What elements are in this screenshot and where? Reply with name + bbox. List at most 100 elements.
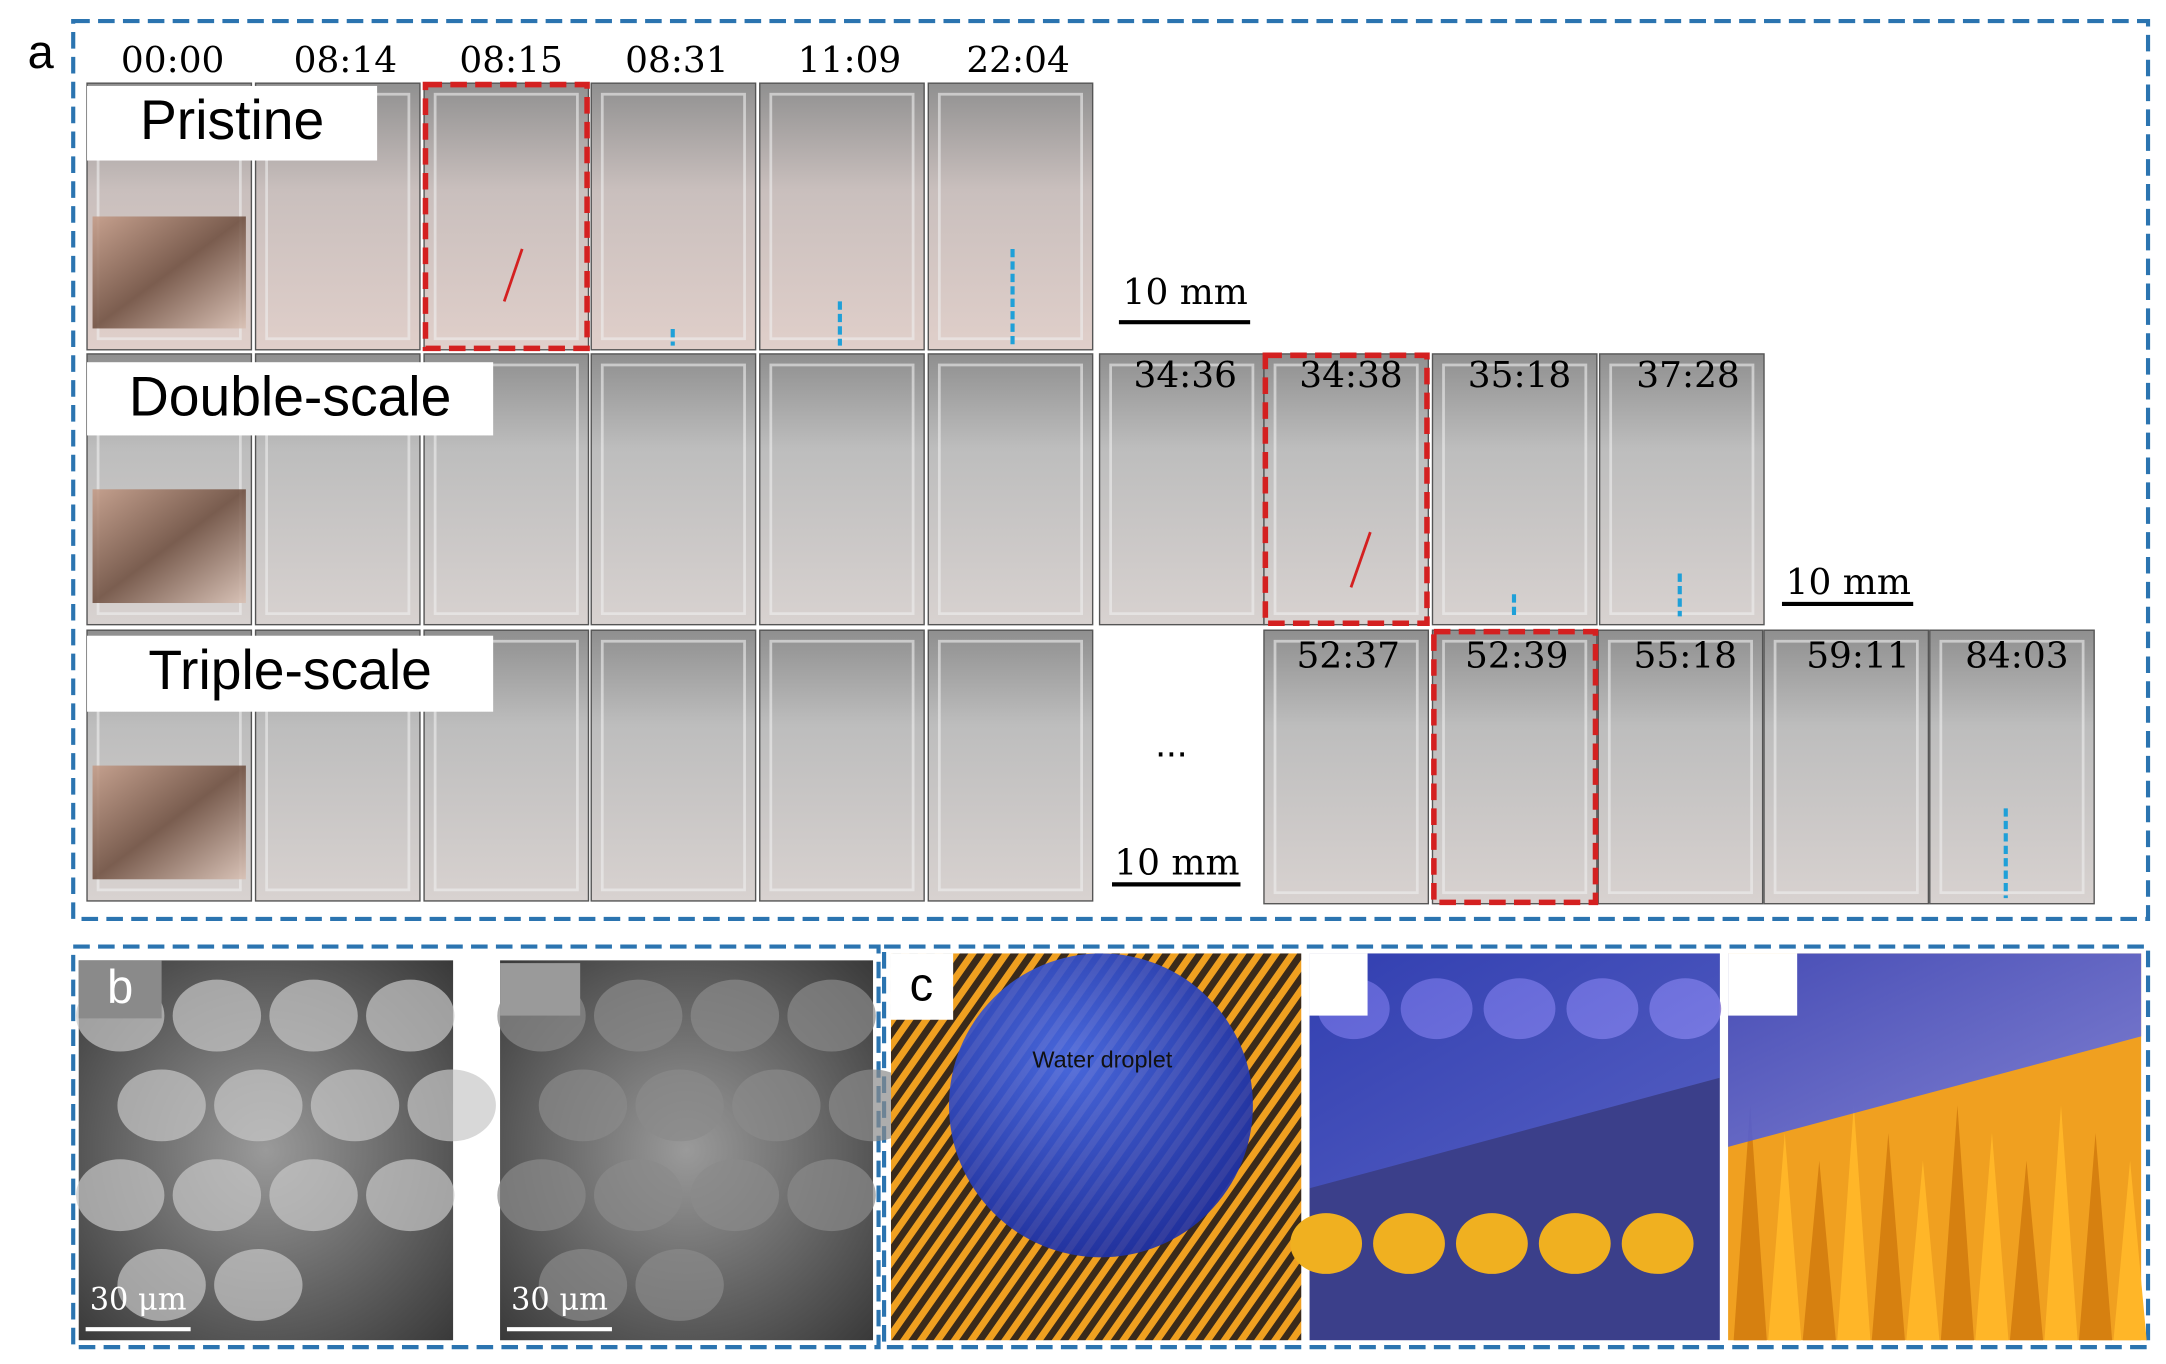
vial-glass [769,363,915,616]
time-label: 84:03 [1965,635,2068,676]
sem-feature [690,1159,780,1232]
sem-feature [690,979,780,1052]
vial-sample [92,765,246,880]
vial-glass [1773,639,1919,895]
vial-frame [759,353,925,626]
cone [1837,1105,1871,1341]
panel-c-frame [882,944,2151,1350]
panel-label: c [910,957,933,1010]
time-label: 08:15 [459,40,562,81]
vial-glass [1273,363,1419,616]
vial-frame [590,629,757,902]
panel-label: a [28,25,55,78]
vial-glass [937,639,1083,892]
water-droplet [949,953,1253,1258]
row-label-box [87,635,494,712]
sem-feature [593,979,683,1052]
vial-frame [1597,629,1764,905]
highlight-frame [1262,352,1430,627]
droplet-surface [1309,953,1720,1189]
time-label: 22:04 [966,40,1069,81]
sem-feature [310,1069,400,1142]
time-label: 37:28 [1636,355,1739,396]
cone [2078,1133,2113,1341]
vial-glass [1109,363,1255,616]
vial-frame [590,353,757,626]
scale-bar-label: 10 mm [1786,562,1911,603]
vial-sample [92,489,246,604]
label-box [500,963,581,1016]
sem-feature [366,1159,455,1232]
cone [1733,1105,1767,1341]
time-label: 59:11 [1806,635,1909,676]
scale-bar-label: 30 μm [511,1283,608,1318]
sem-feature [214,1249,303,1321]
sem-feature [269,1159,358,1232]
sem-feature [269,979,358,1052]
panel-label-box [78,960,162,1019]
scale-bar-label: 10 mm [1114,843,1239,884]
time-label: 52:37 [1296,635,1399,676]
sem-feature [497,1159,586,1232]
vial-glass [937,363,1083,616]
highlight-frame [422,81,590,352]
particle [1538,1213,1611,1274]
sem-feature [593,1159,683,1232]
cone [1906,1160,1940,1341]
vial-glass [1273,639,1419,895]
sem-feature [787,979,876,1052]
vial-frame [759,629,925,902]
cone [1940,1105,1974,1341]
label-box [1309,953,1368,1016]
highlight-frame [1431,628,1599,906]
droplet-surface [1728,953,2142,1147]
row-label-box [87,85,378,161]
cone [1768,1133,1802,1341]
vial-glass [433,639,579,892]
time-label: 35:18 [1468,355,1571,396]
vial-frame [1431,629,1598,905]
sem-feature [172,979,262,1052]
panels: a [28,18,2151,1350]
vial-glass [433,92,579,341]
vial-glass [1939,639,2085,895]
particle [1373,1213,1445,1274]
annotation: Water droplet [1032,1046,1172,1072]
sem-feature [117,1069,206,1142]
sem-feature [172,1159,262,1232]
sem-feature [75,1159,165,1232]
scale-bar-label: 10 mm [1123,272,1248,313]
time-label: 08:31 [625,40,728,81]
cone [2009,1160,2044,1341]
vial-frame [590,82,757,351]
time-label: 11:09 [798,40,901,81]
sem-feature [732,1069,821,1142]
vial-frame [1929,629,2095,905]
vial-glass [600,639,746,892]
panel-label-box [890,953,954,1020]
sem-feature [214,1069,303,1142]
vial-frame [927,629,1094,902]
row-label-box [87,362,494,436]
scale-bar-label: 30 μm [90,1283,187,1318]
ellipsis: ... [1155,722,1187,765]
sem-feature [787,1159,876,1232]
time-label: 34:38 [1299,355,1402,396]
vial-frame [423,82,590,351]
row-label: Pristine [140,89,324,151]
time-label: 08:14 [294,40,397,81]
vial-frame [1098,353,1265,626]
cone [1802,1160,1836,1341]
vial-glass [600,92,746,341]
panel-label: b [107,960,133,1013]
sem-feature [635,1069,724,1142]
particle [1455,1213,1528,1274]
time-label: 55:18 [1634,635,1737,676]
cone [1975,1133,2009,1341]
panel-a-frame [71,18,2151,921]
label-box [1728,953,1798,1016]
particle [1290,1213,1363,1274]
red-arrow [1349,531,1372,588]
vial-glass [600,363,746,616]
